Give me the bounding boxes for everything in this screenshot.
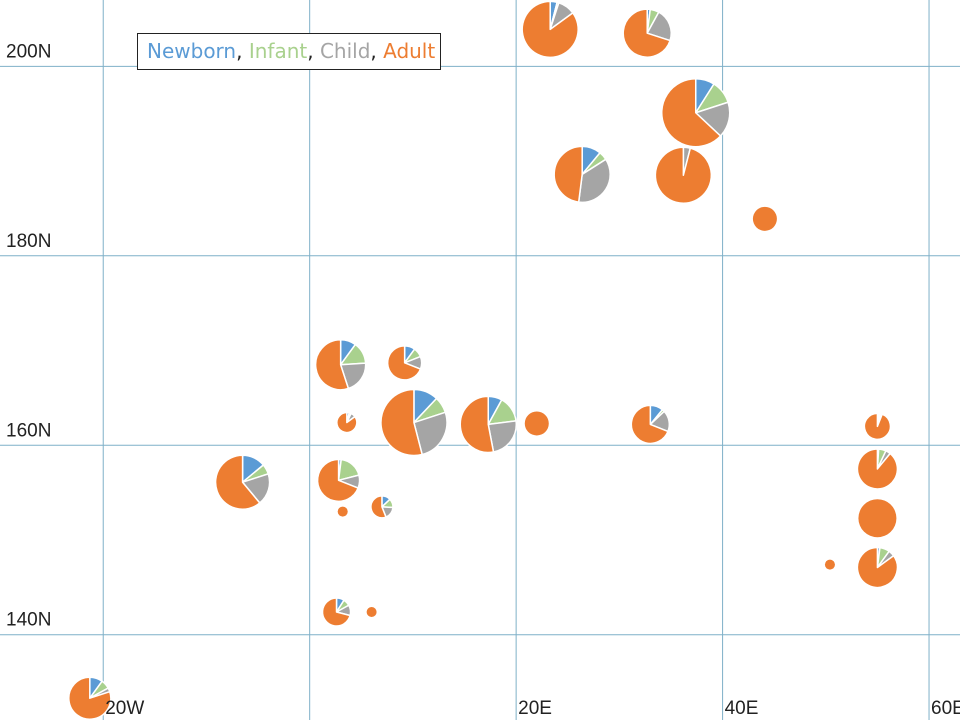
pie-slice-adult [386,345,422,381]
pie-marker [321,597,352,627]
pie-marker [68,676,112,720]
pie-marker [553,145,611,204]
x-tick-label: 40E [725,698,759,719]
pie-slice-adult [366,607,377,617]
pie-marker [660,77,731,148]
pie-slice-adult [856,448,899,490]
x-tick-label: 60E [931,698,960,719]
pie-slice-adult [660,77,722,148]
pie-marker [824,559,835,570]
y-tick-label: 200N [6,41,51,62]
pie-marker [752,206,777,231]
pie-slice-adult [863,412,892,441]
pie-marker [336,411,358,434]
pie-marker [386,345,423,381]
pie-marker [380,388,448,457]
pie-marker [858,499,897,538]
legend-separator: , [236,39,243,63]
pie-slice-adult [824,559,835,570]
legend-item-adult: Adult [383,39,436,63]
pie-marker [856,448,899,490]
pie-markers [68,0,899,720]
x-tick-label: 20E [518,698,552,719]
pie-marker [314,338,367,391]
legend: Newborn, Infant, Child, Adult [137,33,441,70]
pie-marker [521,0,579,59]
pie-slice-child [487,420,517,453]
pie-marker [366,607,377,617]
pie-slice-adult [521,0,579,59]
pie-marker [459,395,517,454]
pie-slice-adult [314,338,350,391]
y-tick-label: 180N [6,231,51,252]
pie-marker [337,506,348,517]
pie-slice-adult [856,546,899,589]
pie-slice-adult [622,8,671,58]
pie-marker [622,8,672,58]
pie-slice-adult [68,676,112,720]
pie-marker [316,458,361,503]
y-tick-label: 140N [6,610,51,631]
pie-slice-adult [380,388,423,457]
pie-slice-adult [654,146,713,204]
legend-item-newborn: Newborn [147,39,237,63]
pie-slice-adult [337,506,348,517]
pie-slice-adult [752,206,777,231]
pie-slice-child [577,158,611,204]
legend-separator: , [370,39,377,63]
pie-marker [630,404,671,445]
x-tick-label: 20W [105,698,144,719]
pie-marker [370,495,394,519]
pie-marker [524,411,549,436]
pie-marker [863,412,892,441]
pie-marker [654,146,713,204]
pie-slice-adult [370,495,387,519]
legend-item-infant: Infant [248,39,308,63]
pie-slice-adult [630,404,669,445]
pie-slice-child [413,411,448,456]
legend-separator: , [307,39,314,63]
pie-slice-adult [459,395,495,454]
axis-tick-labels: 20W 20E 40E 60E 200N 180N 160N 140N [6,41,960,719]
y-tick-label: 160N [6,420,51,441]
pie-marker [856,546,899,589]
pie-slice-adult [214,454,261,510]
pie-marker [214,454,271,510]
legend-item-child: Child [319,39,371,63]
pie-slice-adult [553,145,583,203]
pie-slice-adult [858,499,897,538]
pie-slice-adult [316,458,359,503]
pie-slice-adult [524,411,549,436]
pie-slice-adult [336,411,358,434]
pie-slice-adult [321,597,351,627]
